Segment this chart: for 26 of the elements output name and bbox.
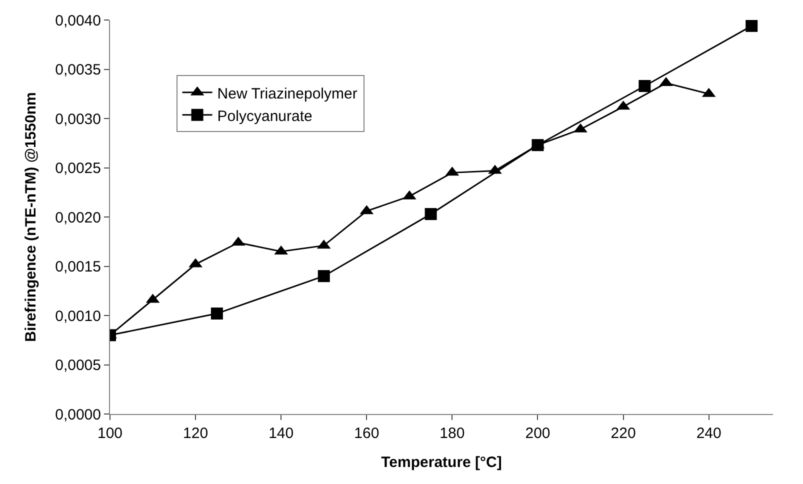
legend-label: New Triazinepolymer bbox=[217, 85, 358, 102]
point bbox=[210, 308, 223, 320]
x-tick-label: 120 bbox=[183, 425, 208, 442]
point bbox=[424, 208, 437, 220]
point bbox=[746, 20, 758, 32]
x-tick-label: 160 bbox=[354, 425, 380, 442]
x-tick-label: 180 bbox=[440, 425, 465, 442]
x-tick-label: 140 bbox=[268, 425, 294, 442]
y-axis-title: Birefringence (nTE-nTM) @1550nm bbox=[22, 92, 40, 342]
y-tick-label: 0,0040 bbox=[55, 12, 101, 30]
y-tick-label: 0,0030 bbox=[55, 110, 101, 128]
y-tick-label: 0,0035 bbox=[55, 62, 101, 78]
y-tick-label: 0,0025 bbox=[55, 160, 101, 177]
y-tick-label: 0,0015 bbox=[55, 258, 101, 276]
point bbox=[318, 270, 330, 282]
point bbox=[638, 80, 651, 92]
x-tick-label: 100 bbox=[97, 425, 123, 442]
y-tick-label: 0,0010 bbox=[55, 308, 101, 325]
y-tick-label: 0,0020 bbox=[55, 209, 101, 226]
x-tick-label: 200 bbox=[525, 425, 550, 442]
legend-label: Polycyanurate bbox=[217, 108, 312, 125]
x-tick-label: 240 bbox=[696, 425, 722, 442]
y-tick-label: 0,0000 bbox=[55, 406, 101, 424]
x-axis-title: Temperature [°C] bbox=[381, 454, 502, 471]
x-tick-label: 220 bbox=[610, 425, 636, 442]
y-tick-label: 0,0005 bbox=[55, 357, 101, 374]
